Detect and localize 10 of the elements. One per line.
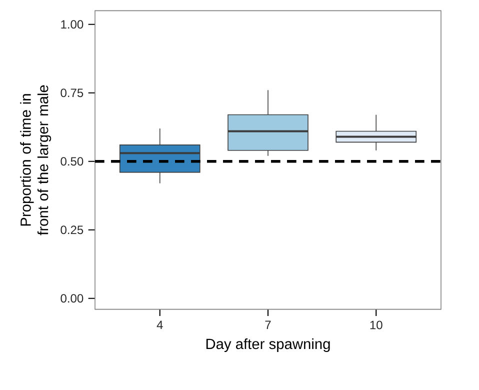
y-axis-title: Proportion of time in front of the larger male	[20, 85, 52, 236]
x-tick-label: 4	[156, 320, 163, 329]
x-tick-label: 7	[265, 320, 271, 329]
y-tick-label: 1.00	[61, 20, 84, 29]
y-tick-label: 0.50	[60, 157, 84, 166]
x-axis-title: Day after spawning	[206, 338, 330, 352]
y-tick-label: 0.25	[60, 226, 84, 234]
x-tick-label: 10	[370, 320, 382, 330]
y-tick-label: 0.75	[60, 88, 84, 98]
y-tick-label: 0.00	[60, 294, 84, 303]
